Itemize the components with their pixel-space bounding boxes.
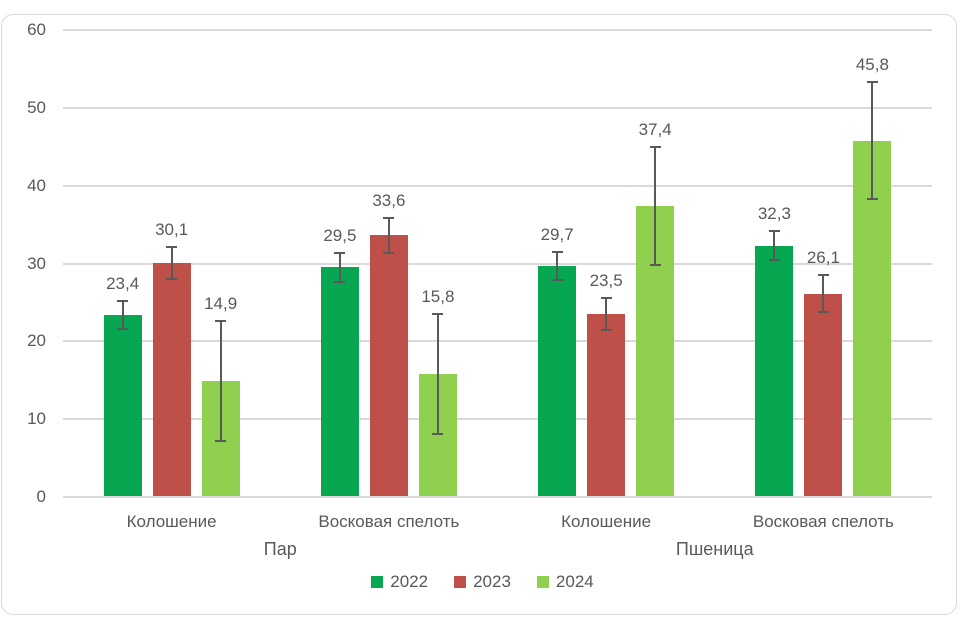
bar-2022-group4 xyxy=(755,245,794,496)
data-label-2024-group2: 15,8 xyxy=(421,287,455,307)
error-bar-bottom-cap xyxy=(600,329,612,332)
x-axis-line xyxy=(63,496,932,498)
gridline-10 xyxy=(63,418,932,421)
axis-group-label-Пар: Пар xyxy=(263,539,297,559)
gridline-40 xyxy=(63,184,932,187)
error-bar-bottom-cap xyxy=(334,280,346,283)
error-bar-bottom-cap xyxy=(768,259,780,262)
bar-2022-group1 xyxy=(103,314,142,496)
legend-swatch-2023 xyxy=(454,576,467,588)
error-bar-2022-group3 xyxy=(556,251,559,281)
error-bar-top-cap xyxy=(600,296,612,299)
error-bar-bottom-cap xyxy=(117,327,129,330)
data-label-2022-group2: 29,5 xyxy=(323,225,357,245)
legend-swatch-2024 xyxy=(536,576,549,588)
data-label-2024-group1: 14,9 xyxy=(204,294,238,314)
data-label-2023-group4: 26,1 xyxy=(806,248,840,268)
error-bar-bottom-cap xyxy=(551,278,563,281)
y-tick-label: 50 xyxy=(27,97,46,117)
error-bar-2022-group1 xyxy=(121,300,124,330)
data-label-2023-group3: 23,5 xyxy=(589,270,623,290)
gridline-50 xyxy=(63,106,932,109)
error-bar-top-cap xyxy=(215,320,227,323)
error-bar-2022-group2 xyxy=(338,251,341,283)
legend: 2022 2023 2024 xyxy=(0,572,965,592)
category-label: Колошение xyxy=(126,512,217,531)
data-label-2022-group4: 32,3 xyxy=(757,204,791,224)
error-bar-top-cap xyxy=(551,251,563,254)
error-bar-top-cap xyxy=(334,251,346,254)
error-bar-bottom-cap xyxy=(432,432,444,435)
error-bar-2023-group4 xyxy=(822,274,825,314)
legend-label: 2022 xyxy=(390,572,429,591)
y-tick-label: 20 xyxy=(27,331,46,351)
bar-2022-group3 xyxy=(538,265,577,496)
data-label-2024-group4: 45,8 xyxy=(855,54,889,74)
error-bar-bottom-cap xyxy=(866,198,878,201)
error-bar-2022-group4 xyxy=(773,230,776,262)
gridline-60 xyxy=(63,29,932,31)
bar-2023-group2 xyxy=(369,235,408,496)
axis-group-label-Пшеница: Пшеница xyxy=(675,539,754,559)
y-tick-label: 60 xyxy=(27,20,46,39)
legend-item-2023: 2023 xyxy=(454,572,511,592)
bar-2022-group2 xyxy=(320,267,359,496)
error-bar-2024-group3 xyxy=(654,145,657,266)
data-label-2024-group3: 37,4 xyxy=(638,119,672,139)
y-tick-label: 0 xyxy=(36,487,46,506)
bar-2023-group1 xyxy=(152,262,191,496)
error-bar-top-cap xyxy=(432,313,444,316)
error-bar-2024-group1 xyxy=(219,320,222,442)
category-label: Восковая спелоть xyxy=(318,512,460,531)
bar-2023-group4 xyxy=(804,293,843,496)
error-bar-top-cap xyxy=(649,145,661,148)
legend-label: 2023 xyxy=(473,572,511,591)
legend-item-2022: 2022 xyxy=(371,572,428,592)
legend-swatch-2022 xyxy=(371,576,384,588)
y-tick-label: 30 xyxy=(27,253,46,273)
legend-item-2024: 2024 xyxy=(536,572,594,592)
error-bar-2023-group3 xyxy=(605,296,608,332)
category-label: Восковая спелоть xyxy=(752,512,894,531)
data-label-2023-group2: 33,6 xyxy=(372,190,406,210)
data-label-2022-group3: 29,7 xyxy=(540,225,574,245)
error-bar-top-cap xyxy=(166,245,178,248)
y-tick-label: 10 xyxy=(27,409,46,429)
data-label-2022-group1: 23,4 xyxy=(106,274,140,294)
error-bar-top-cap xyxy=(117,300,129,303)
data-label-2023-group1: 30,1 xyxy=(155,219,189,239)
error-bar-top-cap xyxy=(768,230,780,233)
bar-2023-group3 xyxy=(587,314,626,496)
error-bar-bottom-cap xyxy=(383,252,395,255)
error-bar-2024-group4 xyxy=(871,80,874,201)
error-bar-bottom-cap xyxy=(649,263,661,266)
error-bar-2023-group2 xyxy=(387,216,390,255)
error-bar-top-cap xyxy=(383,216,395,219)
error-bar-bottom-cap xyxy=(817,311,829,314)
error-bar-bottom-cap xyxy=(215,439,227,442)
error-bar-2023-group1 xyxy=(170,245,173,280)
error-bar-top-cap xyxy=(817,274,829,277)
error-bar-top-cap xyxy=(866,80,878,83)
category-label: Колошение xyxy=(561,512,652,531)
y-tick-label: 40 xyxy=(27,175,46,195)
gridline-30 xyxy=(63,262,932,265)
gridline-20 xyxy=(63,340,932,343)
error-bar-2024-group2 xyxy=(436,313,439,435)
legend-label: 2024 xyxy=(555,572,594,591)
error-bar-bottom-cap xyxy=(166,277,178,280)
